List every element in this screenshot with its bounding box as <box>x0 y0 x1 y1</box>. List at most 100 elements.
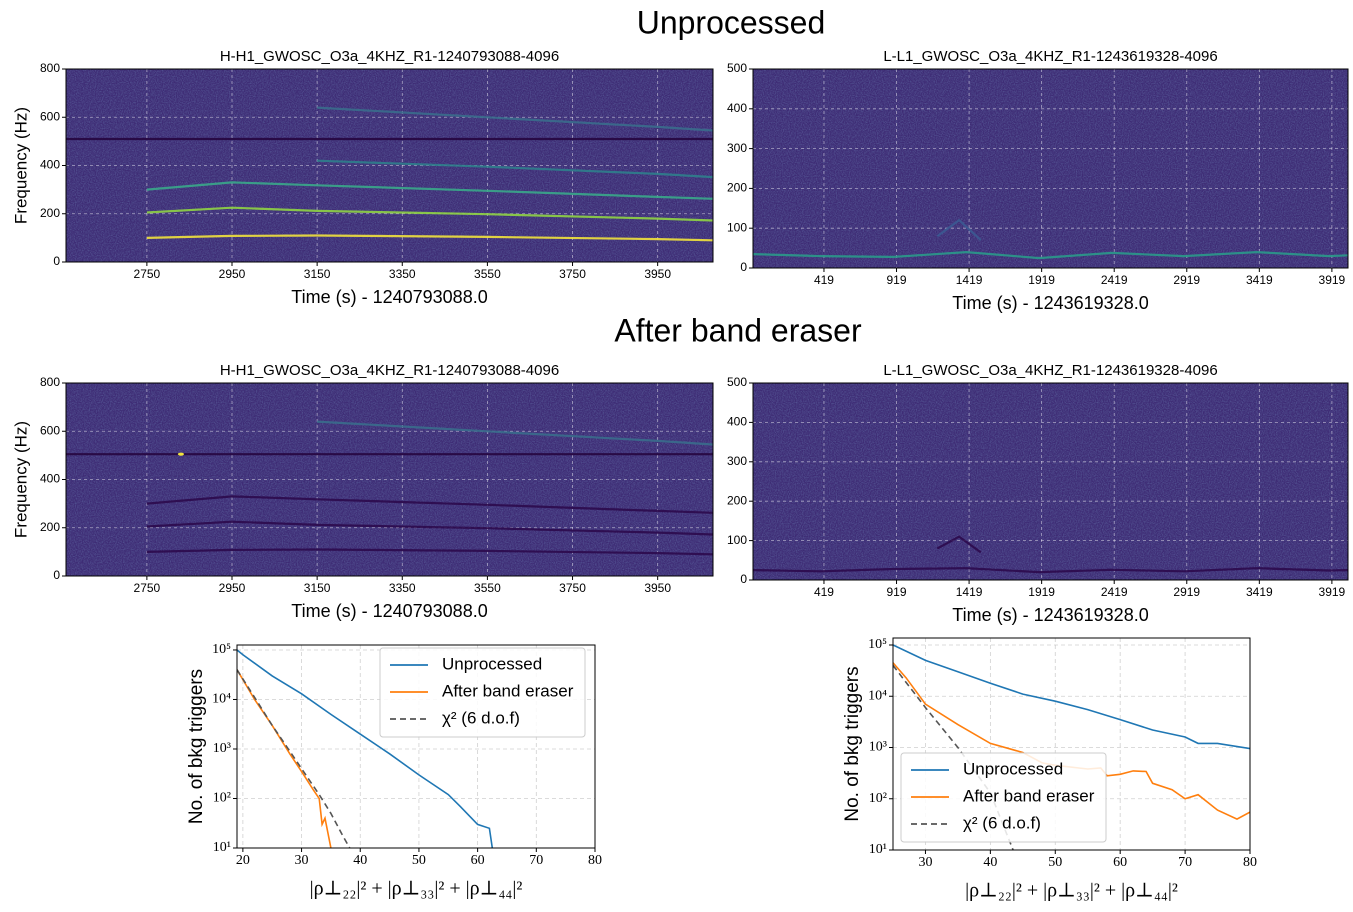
y-tick-label: 600 <box>40 109 60 123</box>
x-axis-label: |ρ⊥₂₂|² + |ρ⊥₃₃|² + |ρ⊥₄₄|² <box>965 880 1178 902</box>
y-axis-label: No. of bkg triggers <box>842 666 863 821</box>
y-tick-label: 200 <box>727 493 747 507</box>
y-tick-label: 400 <box>727 101 747 115</box>
chart-title: H-H1_GWOSC_O3a_4KHZ_R1-1240793088-4096 <box>220 48 559 65</box>
x-tick-label: 2419 <box>1101 585 1128 599</box>
x-tick-label: 919 <box>887 585 907 599</box>
y-tick-label: 600 <box>40 423 60 437</box>
x-tick-label: 3550 <box>474 267 501 281</box>
x-axis-label: Time (s) - 1240793088.0 <box>291 287 487 307</box>
plot-area <box>66 69 713 262</box>
x-tick-label: 2919 <box>1173 585 1200 599</box>
x-tick-label: 419 <box>814 585 834 599</box>
legend-label: χ² (6 d.o.f) <box>442 708 520 727</box>
x-tick-label: 50 <box>412 853 426 868</box>
y-tick-label: 10⁴ <box>868 688 887 703</box>
spot <box>177 452 184 456</box>
x-tick-label: 3750 <box>559 581 586 595</box>
legend-label: Unprocessed <box>963 759 1063 778</box>
x-axis-label: Time (s) - 1243619328.0 <box>952 605 1148 625</box>
x-tick-label: 3750 <box>559 267 586 281</box>
x-tick-label: 3350 <box>389 267 416 281</box>
x-tick-label: 3919 <box>1319 585 1346 599</box>
series-line <box>893 662 1250 820</box>
legend-label: After band eraser <box>442 681 574 700</box>
x-tick-label: 2950 <box>219 267 246 281</box>
x-tick-label: 3950 <box>644 267 671 281</box>
track <box>146 520 713 536</box>
x-tick-label: 20 <box>236 853 250 868</box>
y-tick-label: 200 <box>40 206 60 220</box>
x-axis-label: Time (s) - 1240793088.0 <box>291 601 487 621</box>
track <box>753 567 1348 574</box>
y-axis-label: No. of bkg triggers <box>186 669 207 824</box>
track <box>146 181 713 200</box>
track <box>317 106 713 132</box>
track <box>146 495 713 514</box>
x-tick-label: 60 <box>1113 855 1127 870</box>
y-tick-label: 10⁵ <box>868 637 887 652</box>
y-tick-label: 10⁵ <box>212 642 231 657</box>
x-tick-label: 3350 <box>389 581 416 595</box>
y-tick-label: 400 <box>40 158 60 172</box>
x-tick-label: 3150 <box>304 581 331 595</box>
track <box>936 535 982 554</box>
y-tick-label: 10² <box>213 791 231 806</box>
x-tick-label: 30 <box>295 853 309 868</box>
y-tick-label: 100 <box>727 220 747 234</box>
legend-box <box>900 752 1107 843</box>
legend-label: χ² (6 d.o.f) <box>963 813 1041 832</box>
x-tick-label: 80 <box>588 853 602 868</box>
y-tick-label: 800 <box>40 375 60 389</box>
y-tick-label: 200 <box>727 181 747 195</box>
x-tick-label: 2750 <box>134 267 161 281</box>
track <box>146 206 713 222</box>
y-tick-label: 800 <box>40 61 60 75</box>
spectrogram-noise <box>66 383 713 576</box>
y-tick-label: 400 <box>40 472 60 486</box>
chart-title: H-H1_GWOSC_O3a_4KHZ_R1-1240793088-4096 <box>220 362 559 379</box>
plot-area <box>66 383 713 576</box>
axes-frame <box>752 68 1349 269</box>
legend-label: Unprocessed <box>442 654 542 673</box>
x-tick-label: 50 <box>1048 855 1062 870</box>
y-tick-label: 500 <box>727 375 747 389</box>
section-title: Unprocessed <box>637 4 826 40</box>
x-tick-label: 2419 <box>1101 273 1128 287</box>
spectrogram-noise <box>66 69 713 262</box>
track <box>936 218 982 241</box>
y-tick-label: 10³ <box>213 741 231 756</box>
x-tick-label: 40 <box>983 855 997 870</box>
y-tick-label: 0 <box>53 254 60 268</box>
y-tick-label: 300 <box>727 454 747 468</box>
track <box>317 159 713 179</box>
y-tick-label: 300 <box>727 141 747 155</box>
x-tick-label: 1419 <box>956 585 983 599</box>
x-tick-label: 60 <box>471 853 485 868</box>
y-tick-label: 10¹ <box>869 842 887 857</box>
section-title: After band eraser <box>614 312 862 348</box>
series-line <box>237 669 351 848</box>
x-tick-label: 1919 <box>1028 585 1055 599</box>
track <box>317 420 713 446</box>
x-tick-label: 3919 <box>1319 273 1346 287</box>
y-tick-label: 10² <box>869 791 887 806</box>
plot-area <box>753 383 1348 580</box>
y-tick-label: 10³ <box>869 740 887 755</box>
x-tick-label: 3419 <box>1246 585 1273 599</box>
spectrogram-noise <box>753 69 1348 268</box>
y-tick-label: 100 <box>727 533 747 547</box>
x-tick-label: 3419 <box>1246 273 1273 287</box>
y-tick-label: 0 <box>53 568 60 582</box>
x-axis-label: |ρ⊥₂₂|² + |ρ⊥₃₃|² + |ρ⊥₄₄|² <box>310 878 523 900</box>
x-tick-label: 1419 <box>956 273 983 287</box>
track <box>146 548 713 556</box>
x-tick-label: 70 <box>1178 855 1192 870</box>
x-tick-label: 2919 <box>1173 273 1200 287</box>
legend-label: After band eraser <box>963 786 1095 805</box>
chart-title: L-L1_GWOSC_O3a_4KHZ_R1-1243619328-4096 <box>883 48 1217 65</box>
x-tick-label: 70 <box>529 853 543 868</box>
chart-title: L-L1_GWOSC_O3a_4KHZ_R1-1243619328-4096 <box>883 362 1217 379</box>
y-tick-label: 0 <box>740 260 747 274</box>
